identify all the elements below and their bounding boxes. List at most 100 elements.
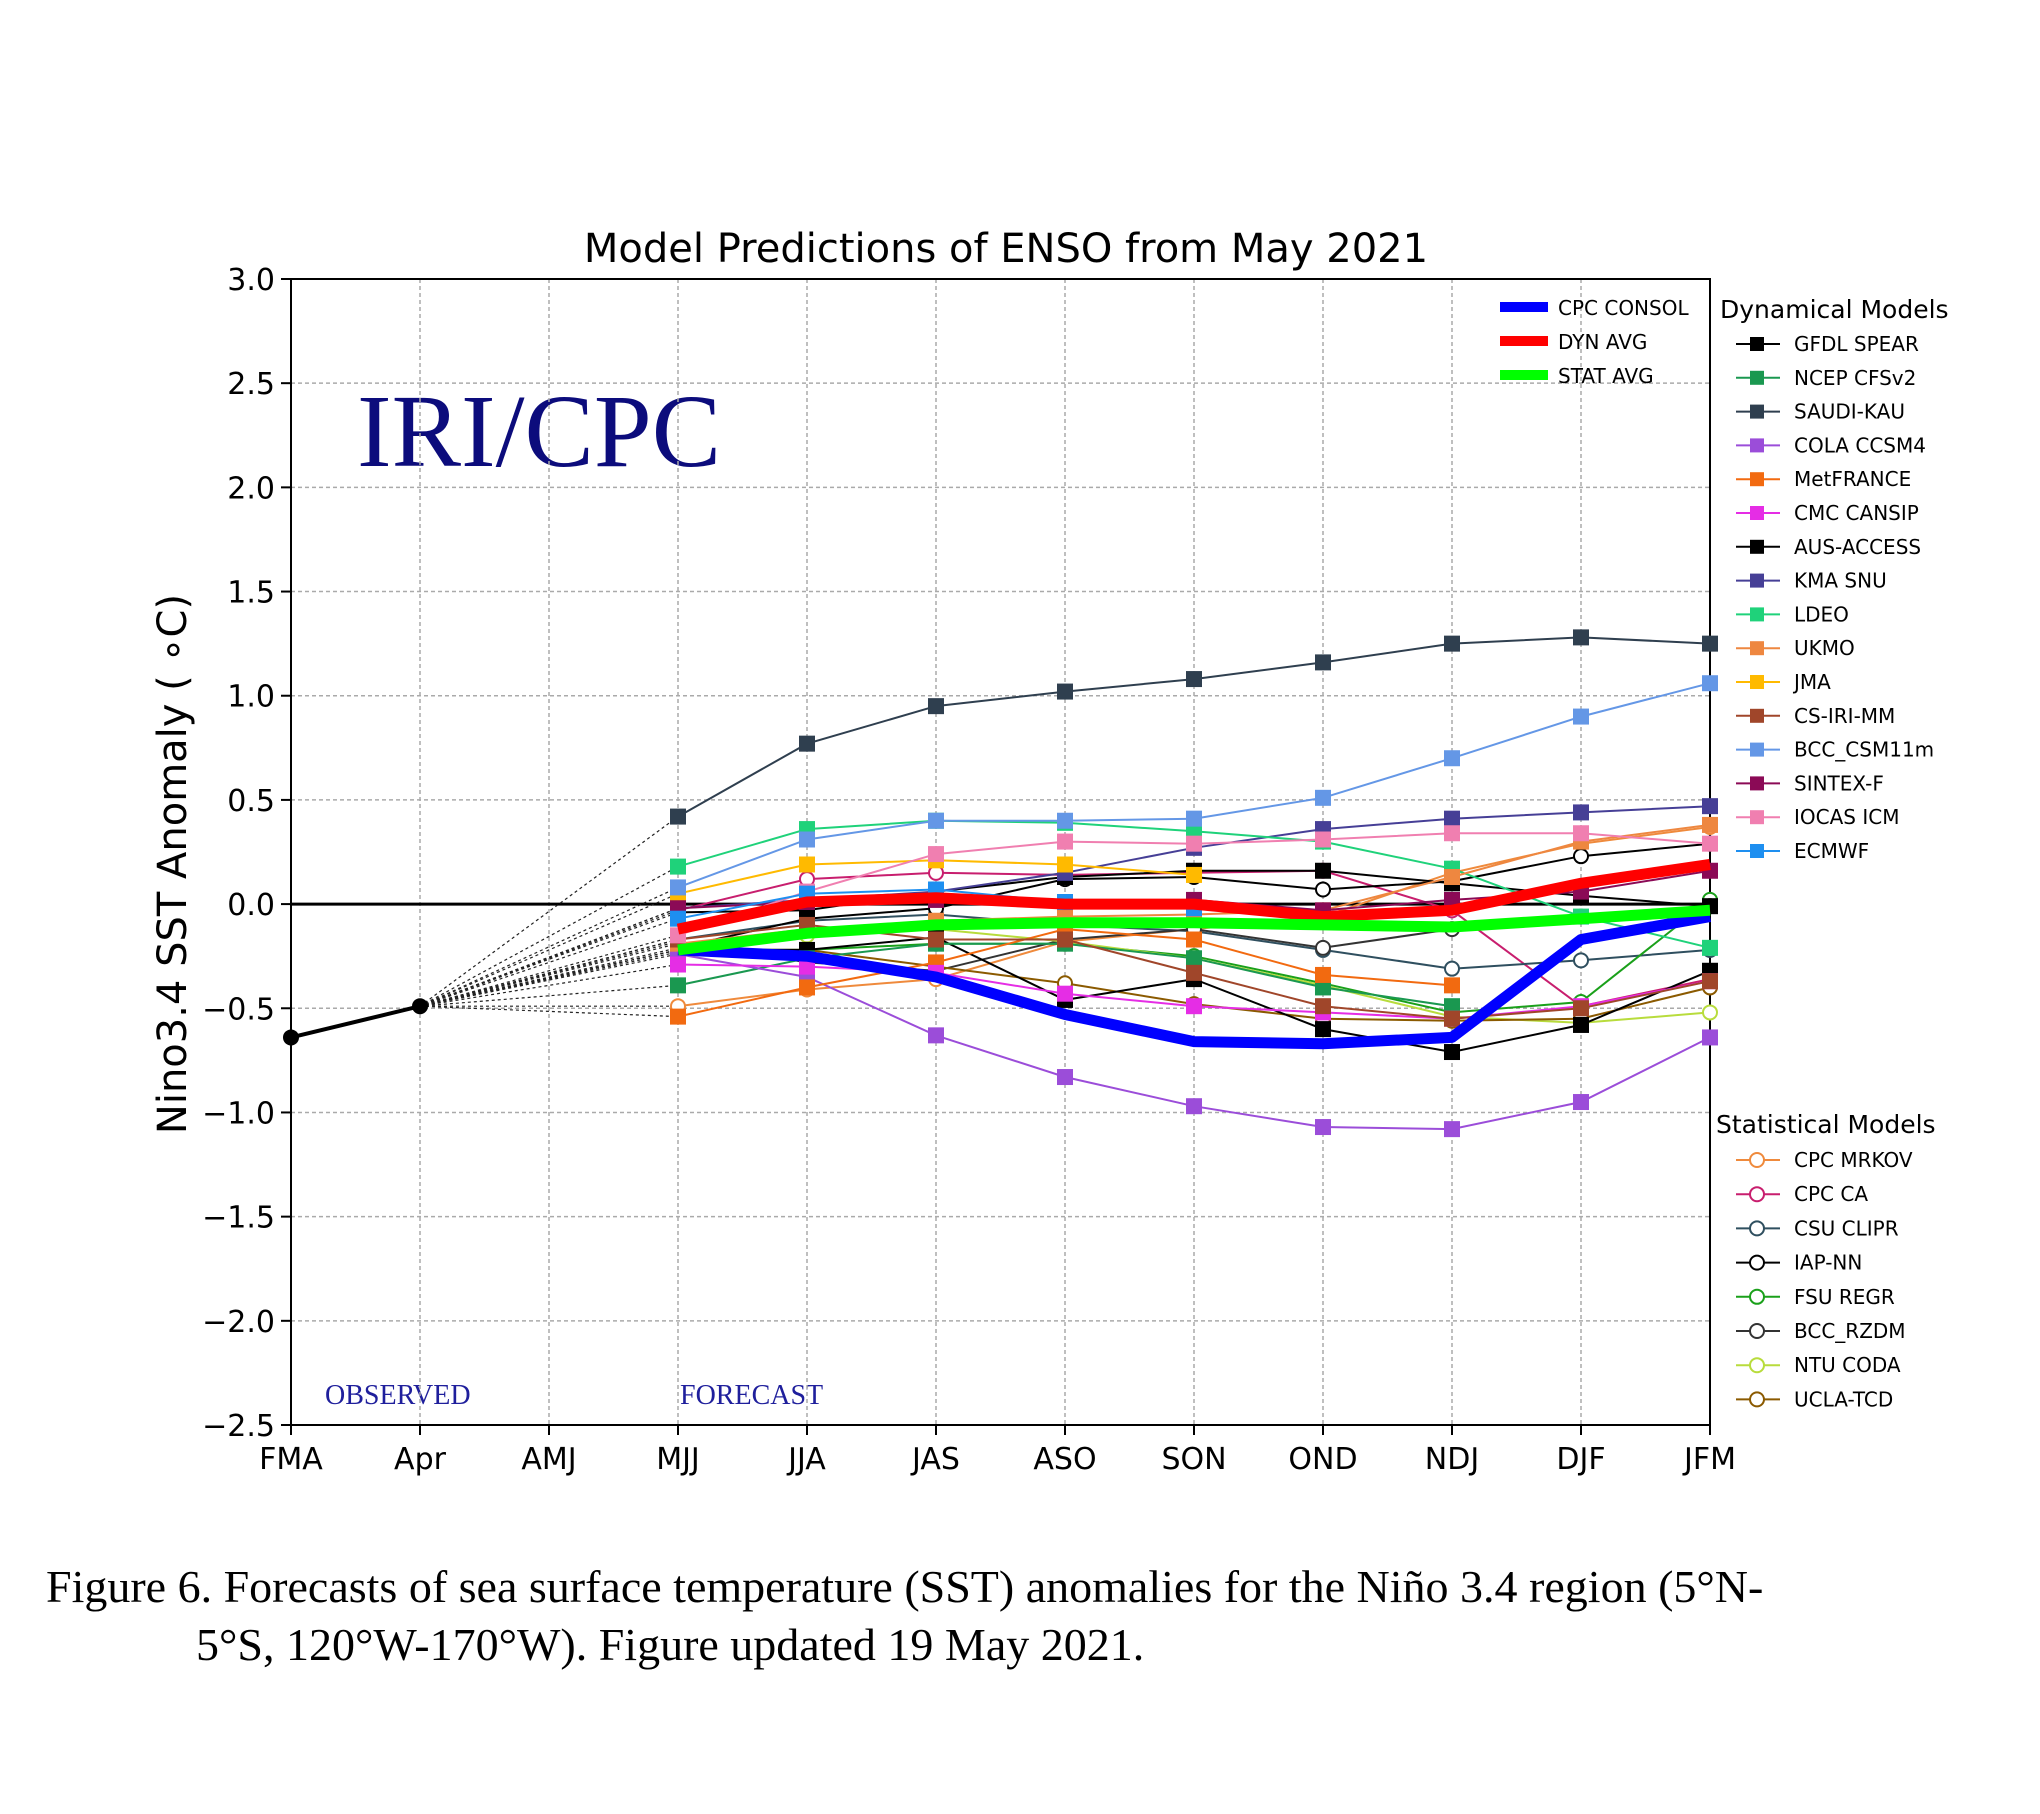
point-cola-ccsm4 <box>1057 1069 1073 1086</box>
point-iap-nn <box>1573 848 1589 865</box>
point-ldeo <box>1186 823 1202 840</box>
connector-line <box>419 949 679 1007</box>
legend-label-sintex-f: SINTEX-F <box>1794 771 1884 795</box>
x-tick-label: JJA <box>786 1442 826 1477</box>
legend-swatch-bcc-rzdm <box>1749 1323 1765 1339</box>
point-jma <box>1057 856 1073 873</box>
legend-swatch-cs-iri-mm <box>1750 708 1764 723</box>
plot-frame <box>290 278 1711 1426</box>
point-ncep-cfsv2 <box>1315 979 1331 996</box>
point-cs-iri-mm <box>1702 973 1718 990</box>
point-bcc-csm11m <box>1315 789 1331 806</box>
point-gfdl-spear <box>1573 1016 1589 1033</box>
connector-line <box>419 893 679 1007</box>
connector-line <box>419 963 679 1007</box>
legend-swatch-cmc-cansip <box>1750 506 1764 520</box>
connector-line <box>419 866 679 1007</box>
y-tick-label: −0.5 <box>202 992 275 1027</box>
connector-line <box>419 984 679 1007</box>
point-iocas-icm <box>928 846 944 863</box>
legend-label-bcc-rzdm: BCC_RZDM <box>1794 1319 1906 1343</box>
point-cola-ccsm4 <box>1573 1094 1589 1111</box>
point-bcc-csm11m <box>670 879 686 896</box>
forecast-label: FORECAST <box>680 1380 823 1411</box>
point-saudi-kau <box>1186 671 1202 688</box>
connector-line <box>419 886 679 1007</box>
legend-swatch-saudi-kau <box>1750 404 1764 419</box>
point-cola-ccsm4 <box>1186 1098 1202 1115</box>
point-cs-iri-mm <box>1186 964 1202 981</box>
y-tick-label: 0.0 <box>227 888 275 923</box>
connector-line <box>419 911 679 1007</box>
point-cs-iri-mm <box>1057 931 1073 948</box>
point-metfrance <box>1444 977 1460 994</box>
legend-swatch-bcc-csm11m <box>1750 742 1764 757</box>
legend-label-cpc-mrkov: CPC MRKOV <box>1794 1148 1913 1172</box>
point-observed <box>412 998 428 1015</box>
legend-label-jma: JMA <box>1792 670 1831 694</box>
legend-swatch-ntu-coda <box>1749 1357 1765 1374</box>
legend-swatch-iocas-icm <box>1750 810 1764 825</box>
legend-swatch-gfdl-spear <box>1750 337 1764 351</box>
legend-label-cmc-cansip: CMC CANSIP <box>1794 501 1919 525</box>
point-saudi-kau <box>1444 635 1460 652</box>
point-bcc-csm11m <box>1702 675 1718 692</box>
series-line-observed <box>290 1004 421 1040</box>
point-cmc-cansip <box>1186 998 1202 1015</box>
point-iocas-icm <box>1573 825 1589 842</box>
point-bcc-csm11m <box>928 812 944 829</box>
point-cs-iri-mm <box>1315 998 1331 1015</box>
point-bcc-csm11m <box>1573 708 1589 725</box>
point-cola-ccsm4 <box>1444 1121 1460 1138</box>
legend-dynamical-title: Dynamical Models <box>1720 295 1949 324</box>
legend-label-ukmo: UKMO <box>1794 636 1855 660</box>
observed-label: OBSERVED <box>325 1380 471 1411</box>
point-saudi-kau <box>928 698 944 715</box>
legend-swatch-kma-snu <box>1750 573 1764 588</box>
legend-label-cs-iri-mm: CS-IRI-MM <box>1794 704 1895 728</box>
watermark: IRI/CPC <box>357 374 721 489</box>
point-csu-clipr <box>1573 952 1589 969</box>
point-cmc-cansip <box>1057 985 1073 1002</box>
point-metfrance <box>799 979 815 996</box>
point-bcc-csm11m <box>1444 750 1460 767</box>
y-axis-label: Nino3.4 SST Anomaly ( ∘C) <box>150 594 196 1134</box>
legend-label-kma-snu: KMA SNU <box>1794 569 1887 593</box>
x-tick-label: Apr <box>394 1442 447 1477</box>
legend-label-dyn-avg: DYN AVG <box>1558 330 1647 354</box>
x-tick-label: SON <box>1161 1442 1226 1477</box>
point-cmc-cansip <box>670 956 686 973</box>
legend-swatch-jma <box>1750 675 1764 689</box>
legend-swatch-iap-nn <box>1749 1254 1765 1271</box>
x-tick-label: ASO <box>1033 1442 1096 1477</box>
legend-swatch-metfrance <box>1750 472 1764 487</box>
y-tick-label: 2.5 <box>227 367 275 402</box>
caption-line-1: Figure 6. Forecasts of sea surface tempe… <box>46 1561 1764 1612</box>
point-ldeo <box>670 858 686 875</box>
point-cola-ccsm4 <box>1315 1119 1331 1136</box>
point-ldeo <box>1702 939 1718 956</box>
legend-swatch-fsu-regr <box>1749 1288 1765 1305</box>
point-ncep-cfsv2 <box>1444 998 1460 1015</box>
point-csu-clipr <box>1444 960 1460 977</box>
point-bcc-csm11m <box>799 831 815 848</box>
y-tick-label: 1.0 <box>227 680 275 715</box>
point-cs-iri-mm <box>928 931 944 948</box>
point-iocas-icm <box>1444 825 1460 842</box>
point-bcc-csm11m <box>1057 812 1073 829</box>
point-ntu-coda <box>1702 1004 1718 1021</box>
point-cs-iri-mm <box>1444 1010 1460 1027</box>
legend-label-aus-access: AUS-ACCESS <box>1794 535 1921 559</box>
chart-title: Model Predictions of ENSO from May 2021 <box>584 226 1428 272</box>
connector-line <box>419 909 679 1007</box>
point-gfdl-spear <box>1444 1044 1460 1061</box>
point-jma <box>1186 866 1202 883</box>
point-gfdl-spear <box>1315 1021 1331 1038</box>
point-iocas-icm <box>1186 835 1202 852</box>
legend-swatch-cpc-mrkov <box>1749 1152 1765 1168</box>
point-ncep-cfsv2 <box>1186 950 1202 967</box>
legend-swatch-ukmo <box>1750 641 1764 656</box>
x-tick-label: NDJ <box>1425 1442 1479 1477</box>
y-tick-label: 1.5 <box>227 576 275 611</box>
legend-swatch-ucla-tcd <box>1749 1391 1765 1408</box>
